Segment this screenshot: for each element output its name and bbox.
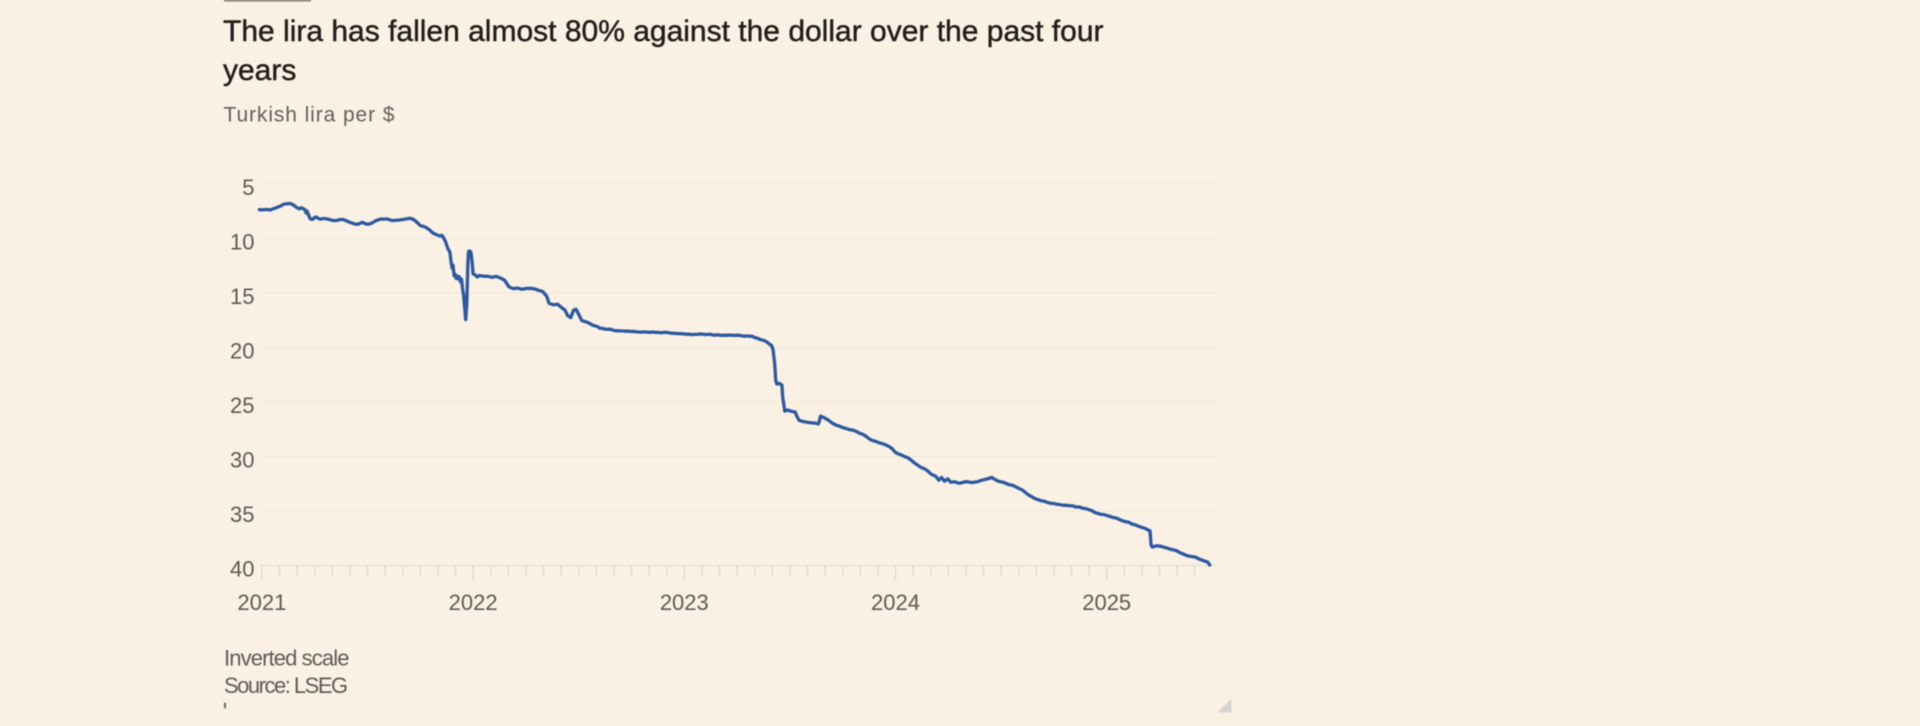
svg-text:The lira has fallen almost 80%: The lira has fallen almost 80% against t… xyxy=(223,15,1104,48)
svg-text:2023: 2023 xyxy=(660,590,709,615)
svg-text:2022: 2022 xyxy=(449,590,498,615)
svg-text:2025: 2025 xyxy=(1082,590,1131,615)
svg-text:years: years xyxy=(223,54,296,87)
svg-text:Inverted scale: Inverted scale xyxy=(224,646,349,671)
svg-text:20: 20 xyxy=(230,338,254,363)
svg-text:2024: 2024 xyxy=(871,590,920,615)
svg-text:5: 5 xyxy=(242,175,254,200)
svg-text:Source: LSEG: Source: LSEG xyxy=(224,673,347,698)
svg-text:Turkish lira per $: Turkish lira per $ xyxy=(224,104,396,127)
svg-text:25: 25 xyxy=(230,393,254,418)
svg-text:10: 10 xyxy=(230,229,254,254)
svg-text:2021: 2021 xyxy=(237,590,286,615)
svg-text:40: 40 xyxy=(230,557,254,582)
svg-text:15: 15 xyxy=(230,284,254,309)
svg-text:35: 35 xyxy=(230,502,254,527)
svg-text:30: 30 xyxy=(230,448,254,473)
